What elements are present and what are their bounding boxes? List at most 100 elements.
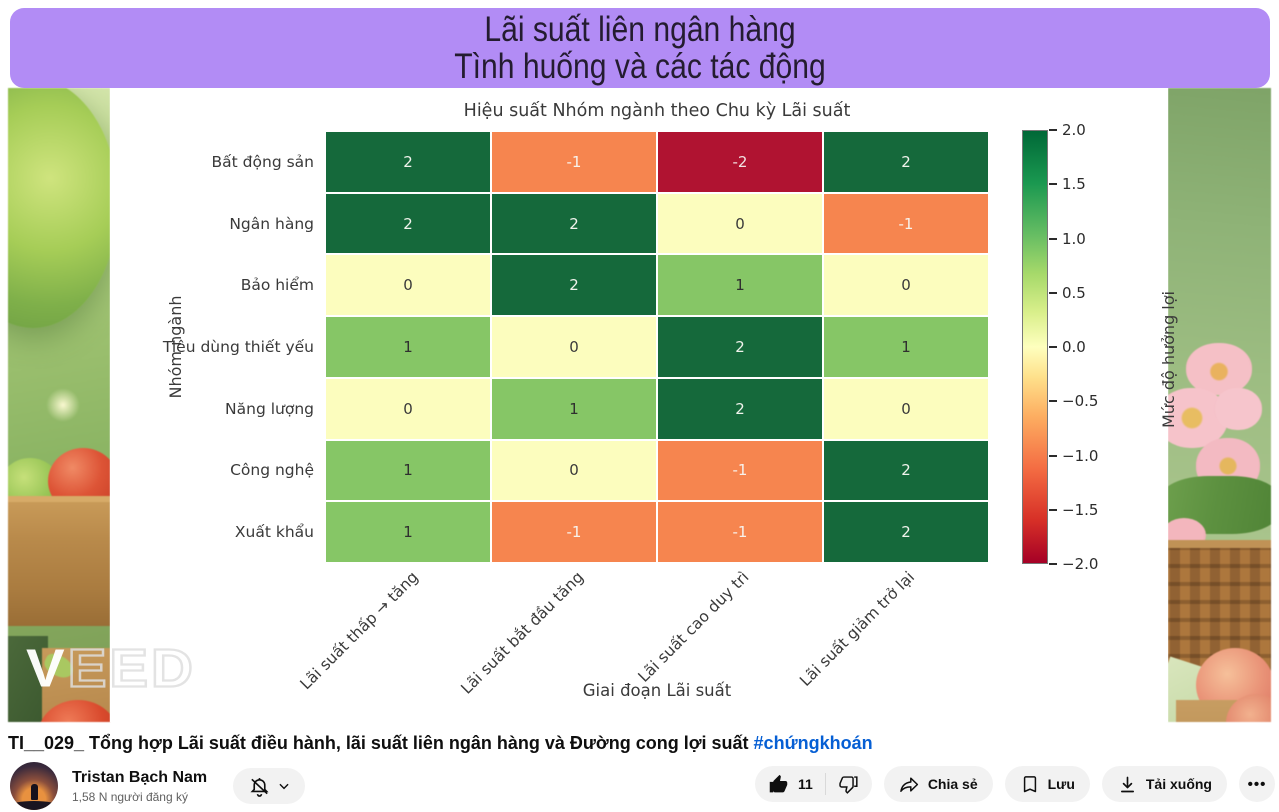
heatmap-chart: Hiệu suất Nhóm ngành theo Chu kỳ Lãi suấ… <box>110 88 1178 722</box>
heatmap-grid: 2 -1 -2 2 2 2 0 -1 0 2 1 0 1 0 2 1 0 1 2 0 1 0 -1 2 1 -1 -1 2 <box>326 132 988 562</box>
subscribed-notifications-button[interactable] <box>233 768 306 804</box>
heatmap-column-labels: Lãi suất thấp → tăng Lãi suất bắt đầu tăn… <box>296 568 988 698</box>
colorbar-tick-mark <box>1049 346 1057 348</box>
share-icon <box>899 776 918 792</box>
background-scene-left <box>8 88 110 722</box>
colorbar-tick-mark <box>1049 237 1057 240</box>
colorbar-tick-mark <box>1049 400 1057 403</box>
colorbar-label: Mức độ hưởng lợi <box>1159 291 1178 428</box>
background-scene-right <box>1168 88 1271 722</box>
heatmap-cell: 1 <box>658 255 822 316</box>
heatmap-cell: 2 <box>492 193 656 254</box>
save-label: Lưu <box>1047 776 1075 792</box>
heatmap-cell: 2 <box>824 440 988 501</box>
colorbar-tick-mark <box>1049 563 1057 565</box>
thumb-up-icon <box>769 774 788 792</box>
bokeh-light <box>46 388 80 422</box>
share-label: Chia sẻ <box>927 776 978 792</box>
heatmap-cell: 0 <box>492 440 656 501</box>
heatmap-row-label: Tiêu dùng thiết yếu <box>162 337 314 356</box>
heatmap-row-labels: Bất động sản Ngân hàng Bảo hiểm Tiêu dùng t… <box>110 132 314 562</box>
heatmap-cell: -1 <box>492 502 656 562</box>
heatmap-cell: 0 <box>492 317 656 377</box>
heatmap-cell: 1 <box>326 317 490 377</box>
veed-watermark-v: V <box>26 638 68 699</box>
chart-title: Hiệu suất Nhóm ngành theo Chu kỳ Lãi suấ… <box>463 101 851 121</box>
colorbar-tick: 1.0 <box>1022 230 1086 248</box>
channel-subscriber-count: 1,58 N người đăng ký <box>72 789 188 804</box>
colorbar-tick-label: −2.0 <box>1062 555 1099 573</box>
veed-watermark: VEED <box>26 641 196 697</box>
colorbar-tick-mark <box>1049 291 1057 294</box>
heatmap-cell: 2 <box>492 255 656 316</box>
colorbar-tick-mark <box>1049 129 1057 131</box>
heatmap-cell: -1 <box>658 502 822 562</box>
heatmap-cell: 2 <box>326 132 490 192</box>
share-button[interactable]: Chia sẻ <box>883 766 993 802</box>
avatar-ground <box>10 801 58 810</box>
colorbar-tick-mark <box>1049 508 1057 511</box>
colorbar-tick: −2.0 <box>1022 555 1098 573</box>
video-banner: Lãi suất liên ngân hàng Tình huống và cá… <box>10 8 1270 88</box>
colorbar-tick-label: 0.5 <box>1062 283 1086 302</box>
heatmap-row-label: Bảo hiểm <box>240 276 314 295</box>
heatmap-cell: -1 <box>824 193 988 254</box>
heatmap-cell: 1 <box>326 502 490 562</box>
like-dislike-divider <box>824 773 826 795</box>
channel-row: Tristan Bạch Nam 1,58 N người đăng ký <box>10 760 306 812</box>
more-actions-button[interactable]: ••• <box>1239 766 1275 802</box>
x-axis-label: Giai đoạn Lãi suất <box>582 681 732 700</box>
colorbar-tick-label: −1.0 <box>1062 446 1099 465</box>
save-button[interactable]: Lưu <box>1004 766 1090 802</box>
channel-avatar[interactable] <box>10 762 58 810</box>
video-title-text: TI__029_ Tổng hợp Lãi suất điều hành, lã… <box>8 733 754 753</box>
colorbar-tick-mark <box>1049 454 1057 457</box>
heatmap-column-label: Lãi suất bắt đầu tăng <box>457 568 587 698</box>
channel-meta: Tristan Bạch Nam 1,58 N người đăng ký <box>72 769 207 804</box>
green-knit-fruit <box>8 88 110 328</box>
banner-title-line2: Tình huống và các tác động <box>454 47 826 86</box>
channel-name[interactable]: Tristan Bạch Nam <box>72 768 208 786</box>
colorbar-tick-label: −0.5 <box>1062 392 1099 411</box>
video-actions: 11 Chia sẻ Lưu Tải xuống ••• <box>755 766 1275 802</box>
heatmap-cell: 2 <box>824 132 988 192</box>
colorbar-tick: −1.0 <box>1022 447 1098 465</box>
wooden-crate <box>8 496 110 626</box>
heatmap-cell: 2 <box>326 193 490 254</box>
heatmap-cell: 2 <box>658 317 822 377</box>
video-player[interactable]: Lãi suất liên ngân hàng Tình huống và cá… <box>0 0 1279 725</box>
chevron-down-icon <box>279 783 289 790</box>
colorbar-tick: −1.5 <box>1022 501 1098 519</box>
avatar-silhouette <box>31 784 38 800</box>
heatmap-cell: 0 <box>326 378 490 439</box>
colorbar-tick-label: −1.5 <box>1062 500 1099 519</box>
colorbar <box>1022 130 1048 564</box>
colorbar-tick: 2.0 <box>1022 121 1086 139</box>
dislike-button[interactable] <box>838 774 859 795</box>
veed-watermark-eed: EED <box>66 638 196 699</box>
video-title: TI__029_ Tổng hợp Lãi suất điều hành, lã… <box>8 733 1108 754</box>
heatmap-row-label: Ngân hàng <box>229 214 314 233</box>
download-button[interactable]: Tải xuống <box>1101 766 1227 802</box>
pink-flower <box>1186 343 1252 395</box>
bookmark-icon <box>1023 776 1036 793</box>
heatmap-cell: 0 <box>326 255 490 316</box>
video-title-hashtag-link[interactable]: #chứngkhoán <box>753 733 873 753</box>
heatmap-cell: -1 <box>492 132 656 192</box>
colorbar-tick: 0.5 <box>1022 284 1086 302</box>
heatmap-cell: 1 <box>824 317 988 377</box>
heatmap-row-label: Bất động sản <box>211 152 314 171</box>
colorbar-tick: 0.0 <box>1022 338 1086 356</box>
heatmap-row-label: Xuất khẩu <box>234 523 314 542</box>
heatmap-row-label: Năng lượng <box>225 399 314 418</box>
bell-off-icon <box>250 777 269 797</box>
heatmap-cell: 2 <box>824 502 988 562</box>
heatmap-row-label: Công nghệ <box>230 461 314 480</box>
heatmap-cell: 1 <box>326 440 490 501</box>
heatmap-column-label: Lãi suất thấp → tăng <box>296 568 422 694</box>
colorbar-tick-label: 2.0 <box>1062 121 1086 139</box>
like-count: 11 <box>798 776 813 792</box>
colorbar-ticks: 2.0 1.5 1.0 0.5 0.0 −0.5 −1.0 −1.5 −2.0 <box>1022 121 1142 573</box>
heatmap-cell: 0 <box>824 378 988 439</box>
like-button[interactable]: 11 <box>768 774 813 795</box>
